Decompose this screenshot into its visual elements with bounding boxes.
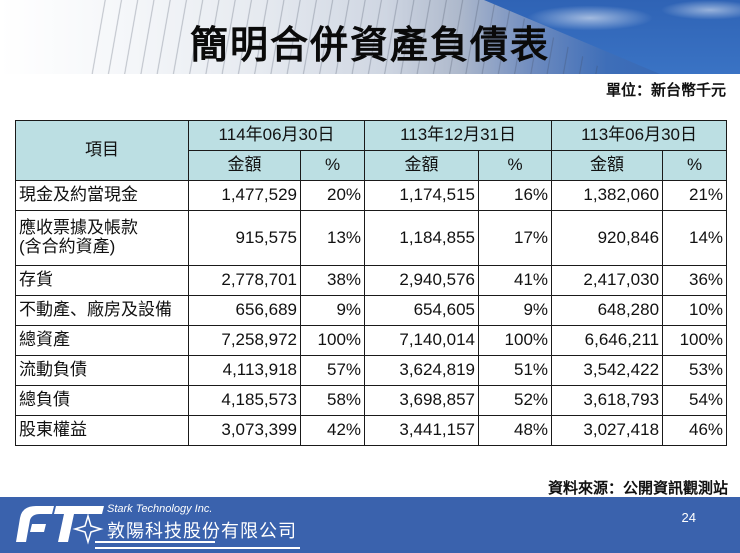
amount-cell: 6,646,211 — [551, 325, 664, 356]
pct-cell: 54% — [662, 385, 728, 416]
row-label-line1: 應收票據及帳款 — [19, 218, 138, 238]
logo-underline — [95, 547, 300, 549]
amount-cell: 3,618,793 — [551, 385, 664, 416]
pct-cell: 17% — [478, 210, 553, 266]
header-row-columns: 金額 % 金額 % 金額 % — [16, 150, 728, 181]
pct-header: % — [662, 150, 728, 181]
title-banner — [0, 0, 740, 74]
row-label: 不動產、廠房及設備 — [15, 295, 189, 326]
pct-cell: 100% — [478, 325, 553, 356]
item-header: 項目 — [15, 120, 189, 181]
pct-cell: 36% — [662, 265, 728, 296]
row-label: 流動負債 — [15, 355, 189, 386]
pct-cell: 21% — [662, 180, 728, 211]
footer-bar — [0, 497, 740, 553]
row-label: 現金及約當現金 — [15, 180, 189, 211]
amount-cell: 7,140,014 — [364, 325, 480, 356]
table-row: 應收票據及帳款 (含合約資產) 915,575 13% 1,184,855 17… — [15, 210, 728, 266]
pct-cell: 10% — [662, 295, 728, 326]
stark-technology-logo-icon — [16, 506, 104, 545]
amount-cell: 3,073,399 — [188, 415, 301, 446]
amount-cell: 656,689 — [188, 295, 301, 326]
amount-cell: 654,605 — [364, 295, 480, 326]
pct-cell: 9% — [478, 295, 553, 326]
amount-cell: 4,185,573 — [188, 385, 301, 416]
row-label: 存貨 — [15, 265, 189, 296]
pct-cell: 13% — [299, 210, 366, 266]
period-header: 113年06月30日 — [551, 120, 728, 151]
amount-cell: 3,027,418 — [551, 415, 664, 446]
amount-cell: 1,184,855 — [364, 210, 480, 266]
pct-cell: 16% — [478, 180, 553, 211]
pct-cell: 58% — [299, 385, 366, 416]
amount-cell: 920,846 — [551, 210, 664, 266]
amount-cell: 2,940,576 — [364, 265, 480, 296]
pct-cell: 53% — [662, 355, 728, 386]
pct-cell: 41% — [478, 265, 553, 296]
pct-cell: 14% — [662, 210, 728, 266]
row-label: 股東權益 — [15, 415, 189, 446]
pct-cell: 52% — [478, 385, 553, 416]
company-name-en: Stark Technology Inc. — [107, 503, 213, 515]
table-row: 總負債 4,185,573 58% 3,698,857 52% 3,618,79… — [15, 385, 728, 416]
amount-cell: 3,624,819 — [364, 355, 480, 386]
header-row-dates: 項目 114年06月30日 113年12月31日 113年06月30日 — [15, 120, 728, 181]
amount-header: 金額 — [188, 150, 301, 181]
amount-cell: 1,477,529 — [188, 180, 301, 211]
period-header: 113年12月31日 — [364, 120, 553, 151]
amount-header: 金額 — [551, 150, 664, 181]
pct-header: % — [478, 150, 553, 181]
amount-cell: 7,258,972 — [188, 325, 301, 356]
pct-header: % — [299, 150, 366, 181]
row-label-line2: (含合約資產) — [19, 237, 116, 256]
amount-cell: 3,698,857 — [364, 385, 480, 416]
table-row: 現金及約當現金 1,477,529 20% 1,174,515 16% 1,38… — [15, 180, 728, 211]
row-label: 總資產 — [15, 325, 189, 356]
amount-header: 金額 — [364, 150, 480, 181]
table-row: 不動產、廠房及設備 656,689 9% 654,605 9% 648,280 … — [15, 295, 728, 326]
amount-cell: 1,174,515 — [364, 180, 480, 211]
pct-cell: 57% — [299, 355, 366, 386]
amount-cell: 3,542,422 — [551, 355, 664, 386]
balance-sheet-table: 項目 114年06月30日 113年12月31日 113年06月30日 金額 %… — [15, 120, 728, 446]
row-label: 總負債 — [15, 385, 189, 416]
pct-cell: 38% — [299, 265, 366, 296]
pct-cell: 48% — [478, 415, 553, 446]
company-name-zh: 敦陽科技股份有限公司 — [107, 521, 297, 542]
pct-cell: 100% — [299, 325, 366, 356]
amount-cell: 4,113,918 — [188, 355, 301, 386]
pct-cell: 100% — [662, 325, 728, 356]
pct-cell: 46% — [662, 415, 728, 446]
pct-cell: 42% — [299, 415, 366, 446]
row-label: 應收票據及帳款 (含合約資產) — [15, 210, 189, 266]
unit-label: 單位：新台幣千元 — [605, 81, 726, 99]
slide-title: 簡明合併資產負債表 — [189, 23, 550, 67]
amount-cell: 2,417,030 — [551, 265, 664, 296]
table-row: 總資產 7,258,972 100% 7,140,014 100% 6,646,… — [15, 325, 728, 356]
page-number: 24 — [681, 510, 696, 525]
pct-cell: 20% — [299, 180, 366, 211]
data-source-label: 資料來源：公開資訊觀測站 — [547, 479, 728, 497]
amount-cell: 1,382,060 — [551, 180, 664, 211]
table-row: 存貨 2,778,701 38% 2,940,576 41% 2,417,030… — [15, 265, 728, 296]
table-row: 股東權益 3,073,399 42% 3,441,157 48% 3,027,4… — [15, 415, 728, 446]
amount-cell: 648,280 — [551, 295, 664, 326]
amount-cell: 2,778,701 — [188, 265, 301, 296]
amount-cell: 915,575 — [188, 210, 301, 266]
amount-cell: 3,441,157 — [364, 415, 480, 446]
period-header: 114年06月30日 — [187, 120, 366, 151]
logo-underline — [95, 541, 215, 543]
pct-cell: 9% — [299, 295, 366, 326]
table-row: 流動負債 4,113,918 57% 3,624,819 51% 3,542,4… — [15, 355, 728, 386]
pct-cell: 51% — [478, 355, 553, 386]
